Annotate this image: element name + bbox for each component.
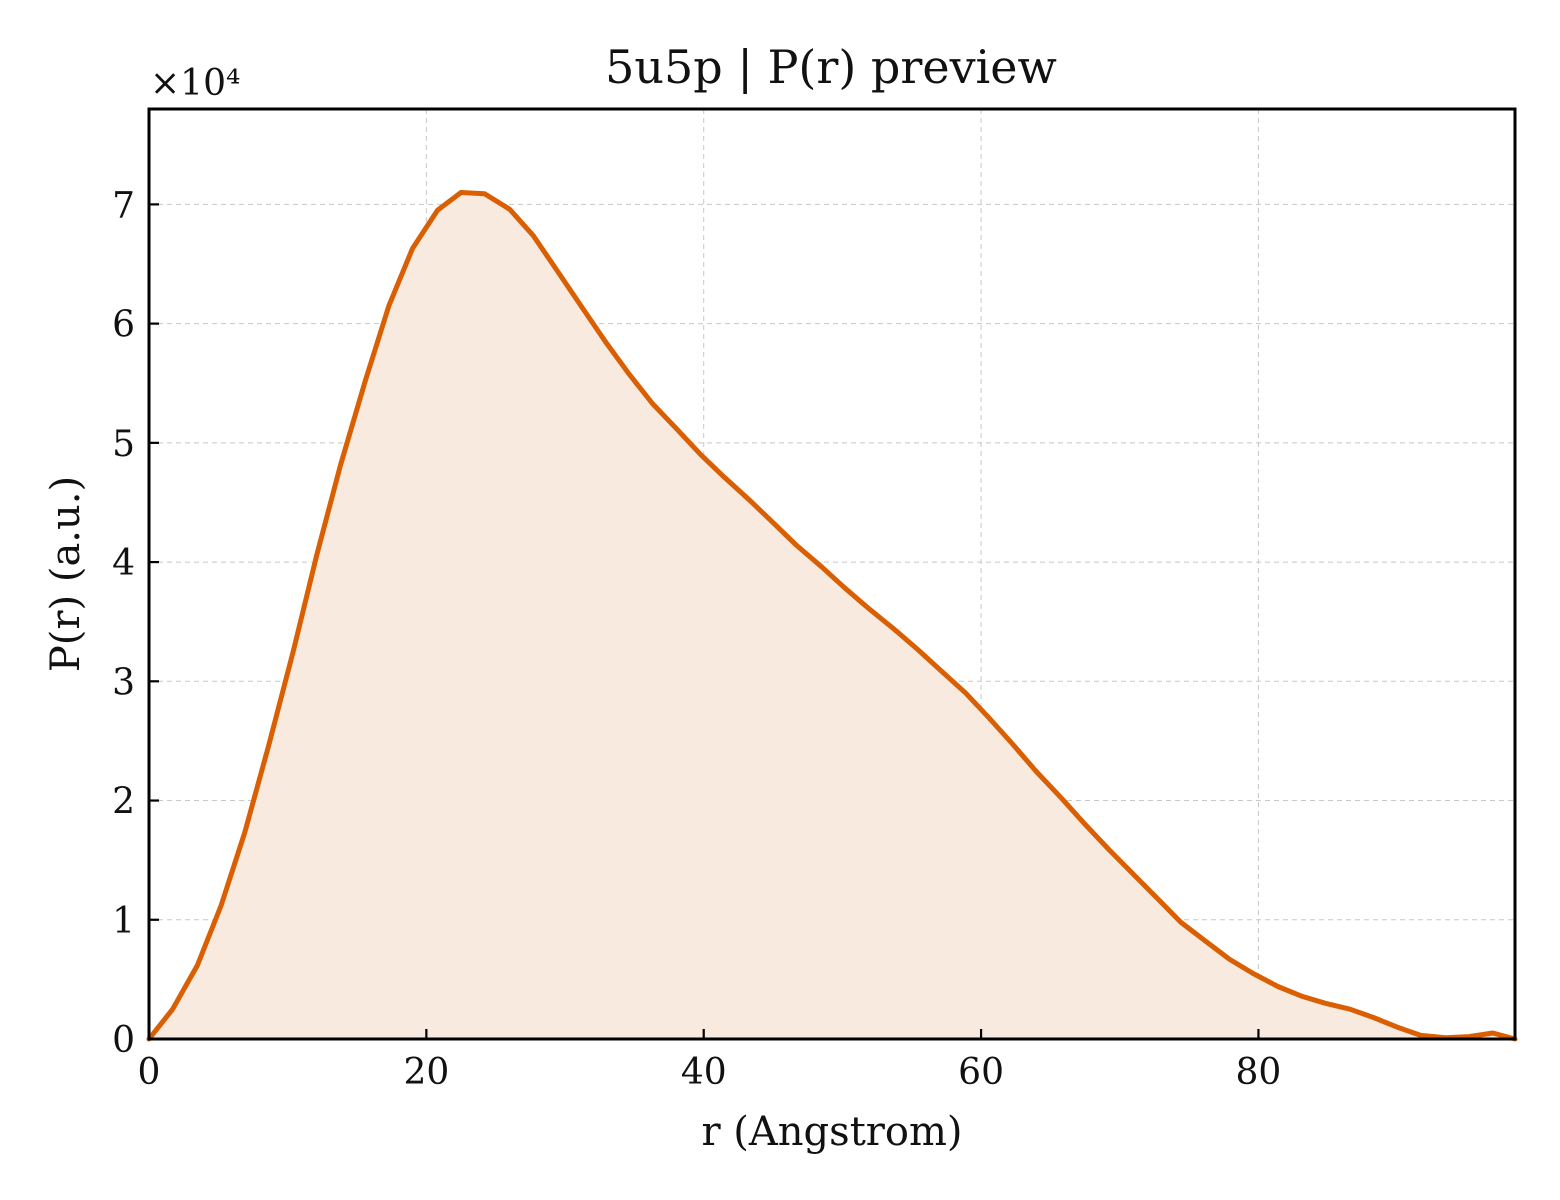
x-tick-label: 20 <box>403 1052 449 1093</box>
x-tick-label: 80 <box>1236 1052 1282 1093</box>
y-tick-label: 7 <box>112 185 135 226</box>
y-axis-label: P(r) (a.u.) <box>43 476 89 672</box>
y-multiplier-label: ×10⁴ <box>150 63 240 104</box>
y-tick-label: 0 <box>112 1020 135 1061</box>
y-tick-label: 6 <box>112 305 135 346</box>
y-tick-label: 4 <box>112 543 135 584</box>
y-tick-label: 2 <box>112 782 135 823</box>
chart-title: 5u5p | P(r) preview <box>605 40 1057 94</box>
x-tick-label: 60 <box>958 1052 1004 1093</box>
plot-frame <box>147 107 1517 1041</box>
x-tick-label: 40 <box>681 1052 727 1093</box>
axis-ticks: 0 20 40 60 80 0 1 2 3 4 5 6 7 <box>112 185 1281 1093</box>
y-tick-label: 5 <box>112 424 135 465</box>
series-line <box>146 190 1518 1042</box>
x-tick-label: 0 <box>138 1052 161 1093</box>
y-tick-label: 1 <box>112 901 135 942</box>
x-axis-label: r (Angstrom) <box>701 1109 962 1155</box>
y-tick-label: 3 <box>112 662 135 703</box>
series-area-fill <box>149 192 1515 1039</box>
